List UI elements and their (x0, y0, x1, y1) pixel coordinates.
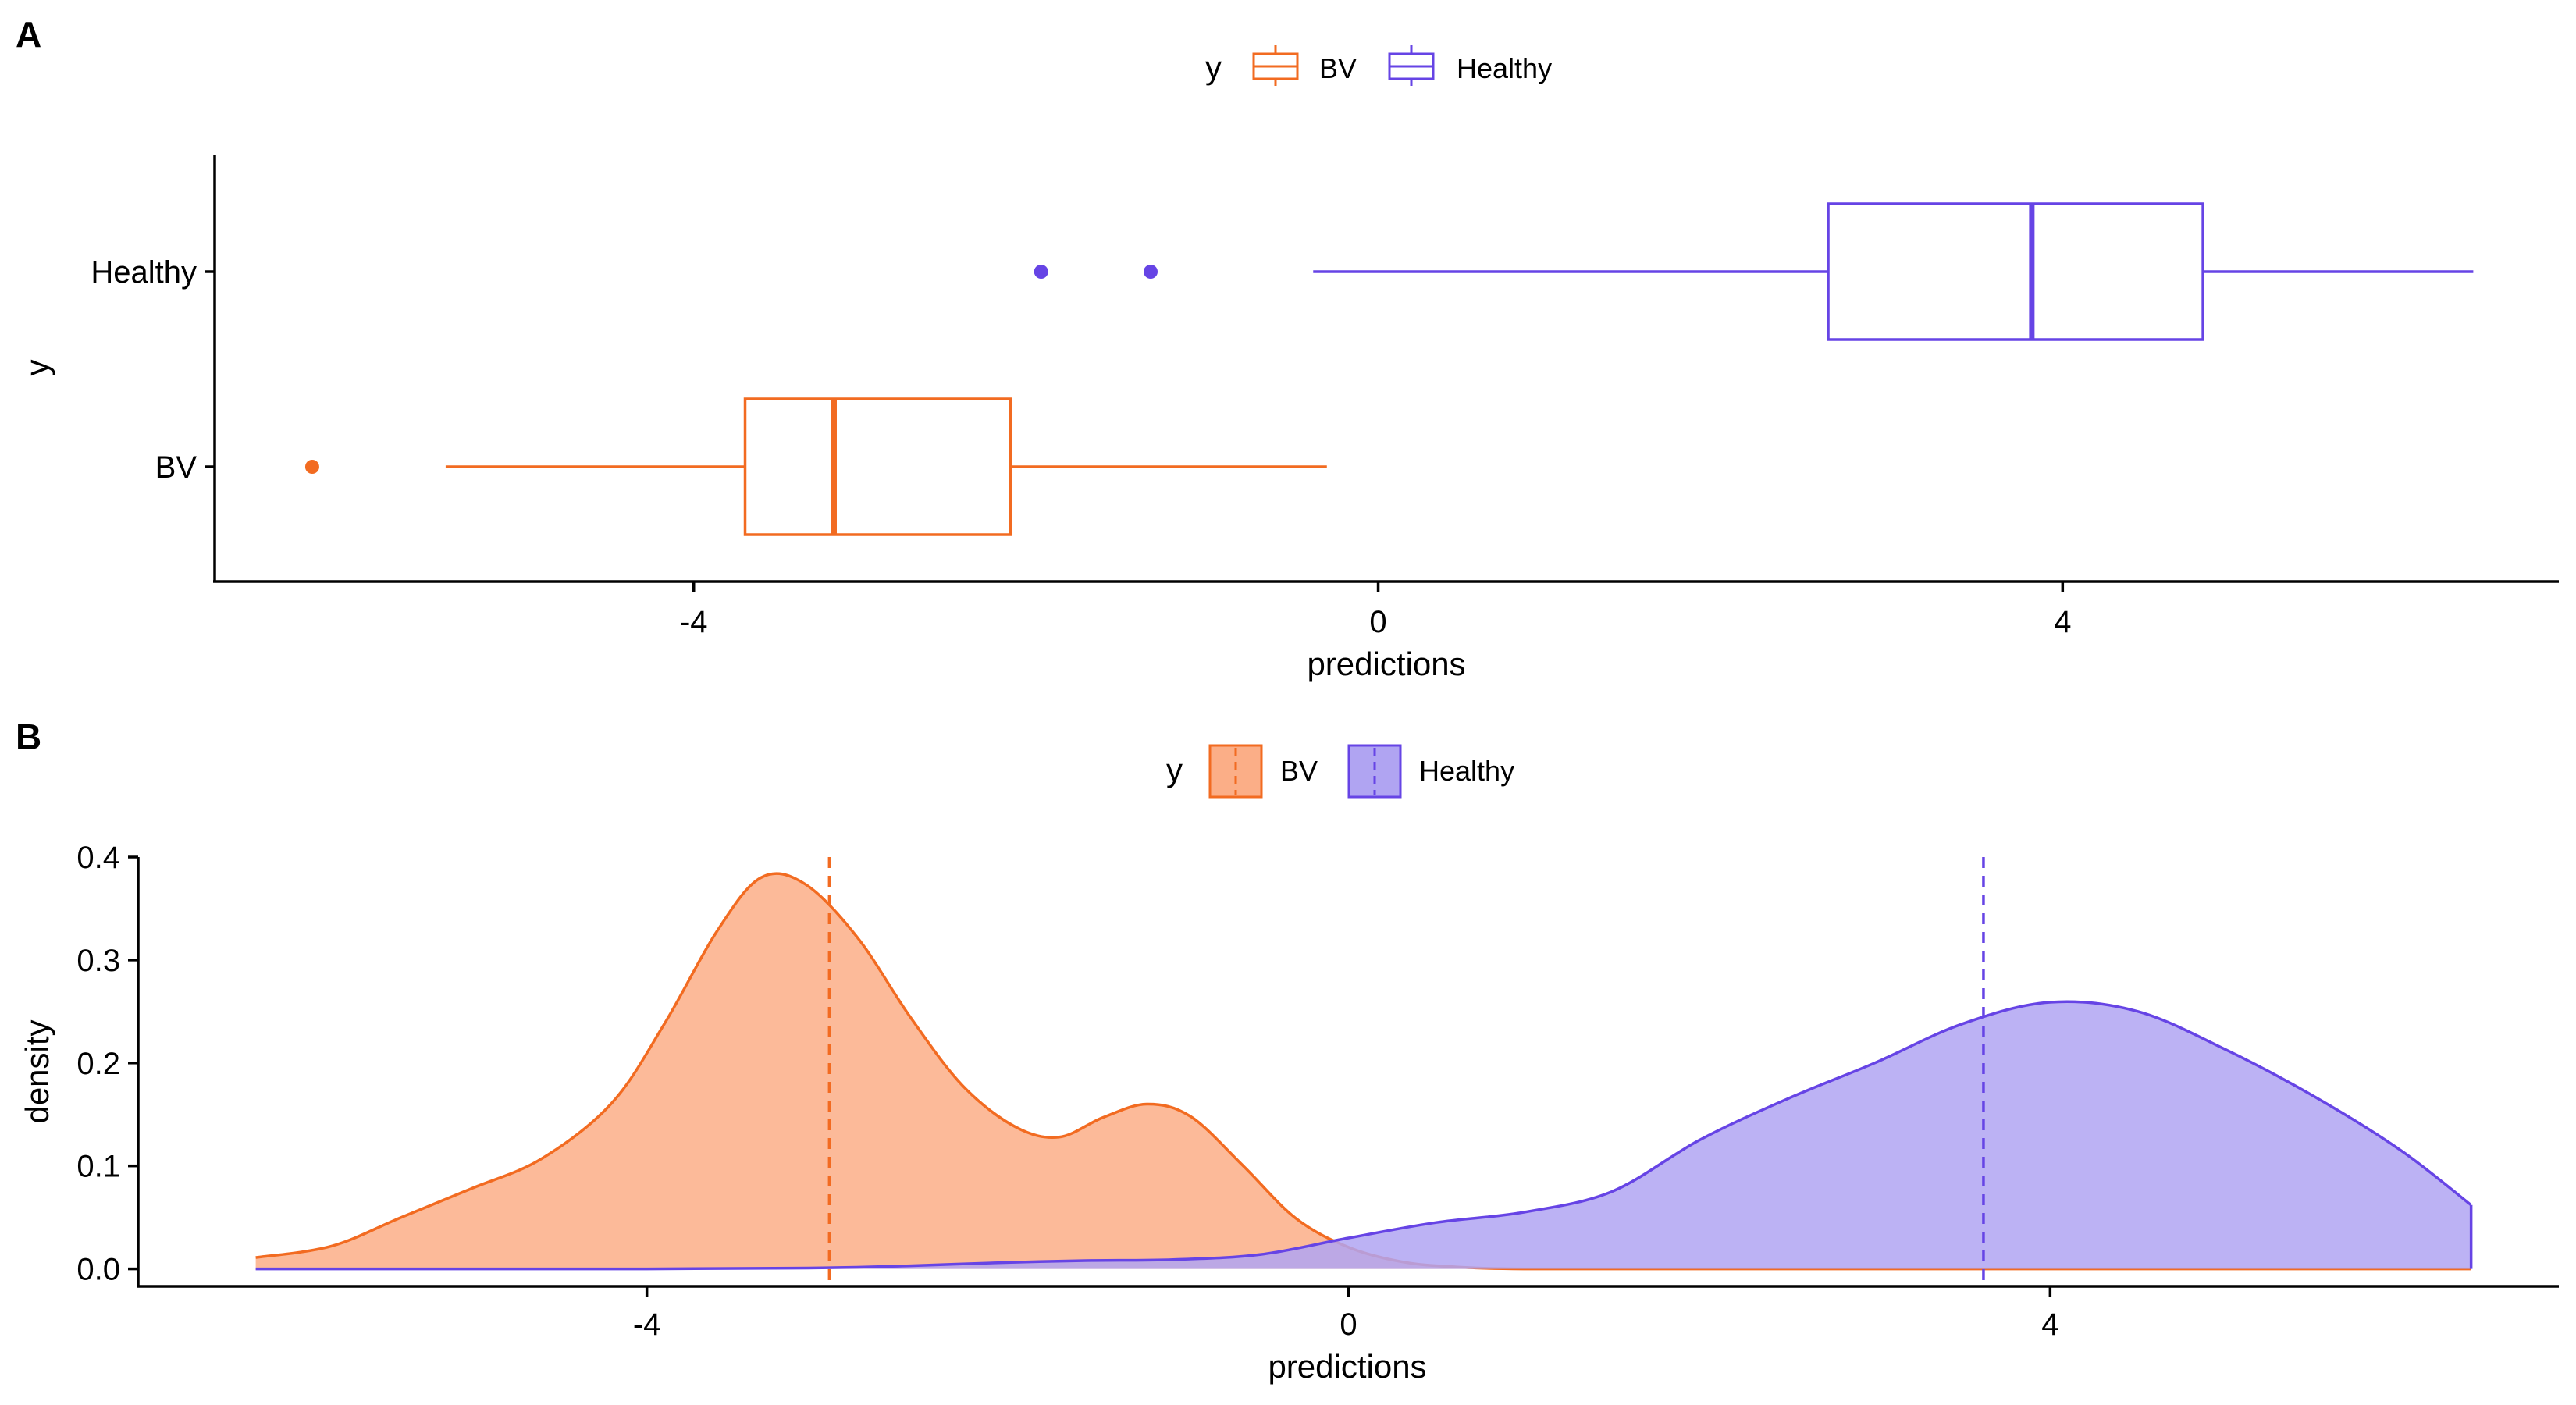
box-healthy (1034, 202, 2474, 341)
legend-a-title: y (1205, 49, 1222, 86)
b-ytick-label: 0.1 (76, 1150, 120, 1184)
box-bv (304, 397, 1327, 536)
outlier-point-healthy (1034, 265, 1048, 279)
panel-b-mean-lines (827, 857, 1985, 1286)
legend-b-key-healthy (1347, 744, 1402, 799)
legend-a-label-healthy: Healthy (1457, 52, 1552, 84)
panel-a-x-ticks: -4 0 4 (680, 582, 2071, 639)
a-ytick-label-bv: BV (155, 450, 197, 485)
legend-a-key-bv (1252, 45, 1299, 86)
panel-b-y-ticks: 0.0 0.1 0.2 0.3 0.4 (76, 841, 138, 1287)
panel-a-x-title: predictions (1307, 646, 1465, 682)
panel-a-boxplot: A y BV Healthy Healthy BV (16, 14, 2559, 682)
b-ytick-label: 0.0 (76, 1253, 120, 1287)
panel-a-y-ticks: Healthy BV (91, 255, 215, 485)
panel-b-density-areas (255, 872, 2473, 1271)
a-xtick-label: 0 (1369, 605, 1386, 639)
panel-a-y-title: y (19, 360, 55, 376)
b-ytick-label: 0.4 (76, 841, 120, 875)
legend-a-key-healthy (1388, 45, 1435, 86)
panel-b-density: B y BV Healthy 0.0 0.1 0.2 0.3 0.4 -4 0 4 pred… (16, 717, 2559, 1385)
b-ytick-label: 0.2 (76, 1047, 120, 1081)
legend-b-key-bv (1208, 744, 1263, 799)
legend-b-label-healthy: Healthy (1419, 755, 1514, 787)
a-xtick-label: 4 (2054, 605, 2071, 639)
iqr-box-healthy (1827, 202, 2204, 341)
panel-a-boxes (304, 202, 2474, 536)
density-area-bv (255, 873, 2471, 1269)
panel-b-x-ticks: -4 0 4 (633, 1286, 2058, 1342)
iqr-box-bv (743, 397, 1012, 536)
b-xtick-label: 0 (1340, 1307, 1357, 1342)
legend-b-title: y (1166, 752, 1183, 788)
b-xtick-label: 4 (2041, 1307, 2058, 1342)
legend-a-label-bv: BV (1319, 52, 1357, 84)
panel-b-tag: B (16, 717, 41, 757)
panel-b-x-title: predictions (1268, 1348, 1426, 1385)
a-xtick-label: -4 (680, 605, 708, 639)
panel-b-legend: y BV Healthy (1166, 744, 1514, 799)
panel-a-legend: y BV Healthy (1205, 45, 1552, 86)
b-xtick-label: -4 (633, 1307, 661, 1342)
a-ytick-label-healthy: Healthy (91, 255, 197, 290)
outlier-point-bv (304, 460, 319, 474)
b-ytick-label: 0.3 (76, 944, 120, 978)
density-area-healthy (255, 1001, 2471, 1269)
panel-b-y-title: density (19, 1019, 55, 1123)
outlier-point-healthy (1144, 265, 1158, 279)
panel-a-tag: A (16, 14, 41, 55)
density-line-bv (255, 872, 2471, 1271)
density-line-healthy (255, 1000, 2472, 1271)
legend-b-label-bv: BV (1280, 755, 1318, 787)
